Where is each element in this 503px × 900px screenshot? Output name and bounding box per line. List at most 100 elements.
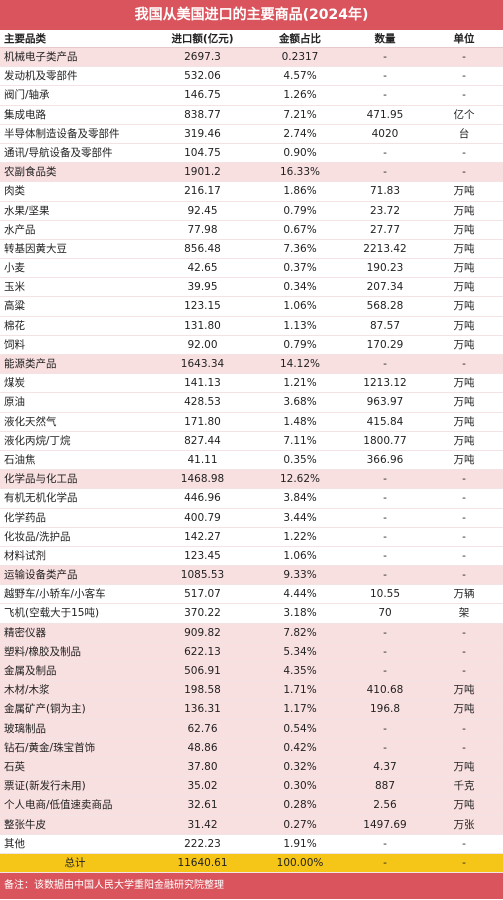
cell: 万吨	[453, 300, 475, 313]
cell: 精密仪器	[4, 626, 46, 639]
table-row: 玉米 39.95 0.34% 207.34 万吨	[0, 278, 503, 298]
cell: -	[462, 549, 466, 562]
cell: 146.75	[184, 89, 221, 102]
cell: 622.13	[184, 645, 221, 658]
cell: 171.80	[184, 415, 221, 428]
table-row: 水果/坚果 92.45 0.79% 23.72 万吨	[0, 202, 503, 221]
cell: 2.74%	[283, 127, 317, 140]
cell: 446.96	[184, 492, 221, 505]
cell: 170.29	[366, 338, 404, 351]
cell: 半导体制造设备及零部件	[4, 127, 120, 140]
cell: 万吨	[453, 204, 475, 217]
table: 主要品类 进口额(亿元) 金额占比 数量 单位 机械电子类产品 2697.3 0.2317 - -…	[0, 30, 503, 874]
cell: -	[462, 51, 466, 63]
cell: 0.30%	[283, 780, 317, 793]
cell: 0.32%	[283, 760, 317, 773]
cell: 整张牛皮	[4, 818, 46, 831]
cell: 70	[378, 607, 392, 620]
table-row: 阀门/轴承 146.75 1.26% - -	[0, 86, 503, 106]
cell: 415.84	[366, 415, 404, 428]
table-row: 原油 428.53 3.68% 963.97 万吨	[0, 393, 503, 413]
cell: -	[383, 722, 387, 735]
cell: 架	[458, 607, 470, 620]
cell: 材料试剂	[4, 549, 46, 562]
header-cell: 主要品类	[4, 33, 46, 45]
cell: 1213.12	[363, 377, 407, 390]
cell: 总计	[64, 856, 86, 869]
cell: -	[383, 473, 387, 486]
table-row: 农副食品类 1901.2 16.33% - -	[0, 163, 503, 183]
cell: 0.90%	[283, 146, 317, 159]
cell: 2213.42	[363, 242, 407, 255]
cell: 7.21%	[283, 108, 317, 121]
table-row: 石油焦 41.11 0.35% 366.96 万吨	[0, 451, 503, 471]
cell: 0.79%	[283, 338, 317, 351]
cell: 1.17%	[283, 703, 317, 716]
cell: 台	[458, 127, 470, 140]
cell: 136.31	[184, 703, 221, 716]
cell: 10.55	[369, 588, 401, 601]
cell: 万吨	[453, 185, 475, 198]
cell: 3.68%	[283, 396, 317, 409]
cell: 370.22	[184, 607, 221, 620]
cell: 4.35%	[283, 665, 317, 677]
cell: 35.02	[187, 780, 218, 793]
cell: 0.35%	[283, 453, 317, 466]
cell: 万吨	[453, 799, 475, 812]
cell: 1.21%	[283, 377, 317, 390]
cell: 1.06%	[283, 300, 317, 313]
cell: 87.57	[369, 319, 401, 332]
cell: 123.45	[184, 549, 221, 562]
cell: 原油	[4, 396, 25, 409]
cell: -	[383, 626, 387, 639]
cell: 水果/坚果	[4, 204, 50, 217]
cell: 集成电路	[4, 108, 46, 121]
table-row: 玻璃制品 62.76 0.54% - -	[0, 719, 503, 739]
cell: 万吨	[453, 223, 475, 236]
cell: 0.28%	[283, 799, 317, 812]
cell: 0.42%	[283, 741, 317, 754]
cell: -	[462, 166, 466, 179]
table-row: 水产品 77.98 0.67% 27.77 万吨	[0, 221, 503, 240]
table-row: 运输设备类产品 1085.53 9.33% - -	[0, 566, 503, 586]
cell: 517.07	[184, 588, 221, 601]
cell: 木材/木浆	[4, 684, 50, 697]
cell: 27.77	[369, 223, 401, 236]
cell: 532.06	[184, 70, 221, 83]
cell: -	[383, 70, 387, 83]
table-row: 高粱 123.15 1.06% 568.28 万吨	[0, 297, 503, 317]
cell: -	[383, 645, 387, 658]
cell: 42.65	[187, 262, 218, 275]
table-row: 机械电子类产品 2697.3 0.2317 - -	[0, 48, 503, 68]
cell: 运输设备类产品	[4, 569, 78, 582]
cell: 506.91	[184, 665, 221, 677]
cell: -	[462, 358, 466, 370]
cell: 0.34%	[283, 281, 317, 294]
cell: 131.80	[184, 319, 221, 332]
cell: 金属及制品	[4, 665, 57, 677]
cell: 1085.53	[180, 569, 225, 582]
cell: 机械电子类产品	[4, 51, 78, 63]
cell: 1.06%	[283, 549, 317, 562]
cell: 48.86	[187, 741, 218, 754]
cell: 万吨	[453, 319, 475, 332]
header-cell: 金额占比	[279, 33, 321, 45]
cell: 0.79%	[283, 204, 317, 217]
cell: 410.68	[366, 684, 404, 697]
cell: 化妆品/洗护品	[4, 530, 71, 543]
cell: 4.37	[373, 760, 397, 773]
table-row: 化妆品/洗护品 142.27 1.22% - -	[0, 528, 503, 547]
cell: 飞机(空载大于15吨)	[4, 607, 100, 620]
cell: 190.23	[366, 262, 404, 275]
cell: 1901.2	[184, 166, 221, 179]
cell: 198.58	[184, 684, 221, 697]
cell: 金属矿产(铜为主)	[4, 703, 86, 716]
cell: 饲料	[4, 338, 25, 351]
note: 备注：该数据由中国人民大学重阳金融研究院整理	[0, 873, 503, 900]
cell: 963.97	[366, 396, 404, 409]
cell: 222.23	[184, 837, 221, 850]
cell: 31.42	[187, 818, 218, 831]
table-row: 棉花 131.80 1.13% 87.57 万吨	[0, 317, 503, 336]
cell: -	[383, 511, 387, 524]
cell: 471.95	[366, 108, 404, 121]
